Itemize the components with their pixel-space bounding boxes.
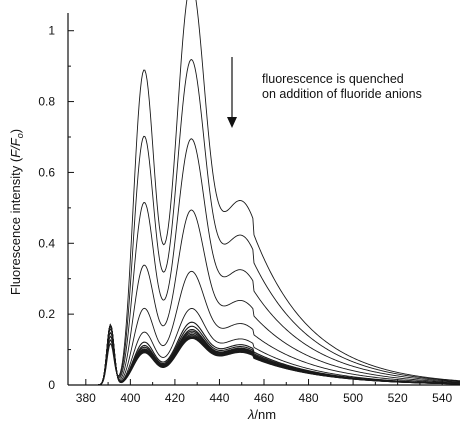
- series-line: [85, 270, 460, 386]
- y-tick-label: 0.8: [38, 95, 55, 109]
- x-tick-label: 500: [343, 391, 363, 405]
- annotation-line-1: fluorescence is quenched: [262, 72, 404, 86]
- x-axis-label: λ/nm: [247, 407, 276, 422]
- y-tick-label: 0.6: [38, 165, 55, 179]
- tick-marks: 380 400 420 440 460 480 500 520 540 0 0.2 0.4 0.6 0.8…: [38, 24, 452, 405]
- series-line: [85, 209, 460, 386]
- x-tick-label: 520: [388, 391, 408, 405]
- series-line: [85, 138, 460, 386]
- down-arrow-icon: [227, 57, 237, 128]
- x-tick-label: 400: [120, 391, 140, 405]
- y-axis-label: Fluorescence intensity (F/Fo): [8, 129, 25, 295]
- y-tick-label: 0.2: [38, 307, 55, 321]
- x-tick-label: 480: [299, 391, 319, 405]
- x-tick-label: 420: [165, 391, 185, 405]
- y-tick-label: 0.4: [38, 236, 55, 250]
- series-line: [85, 59, 460, 386]
- x-tick-label: 440: [209, 391, 229, 405]
- annotation-line-2: on addition of fluoride anions: [262, 87, 422, 101]
- y-tick-label: 0: [48, 378, 55, 392]
- y-tick-label: 1: [48, 24, 55, 38]
- series-curves: [85, 0, 460, 386]
- x-tick-label: 460: [254, 391, 274, 405]
- series-line: [85, 0, 460, 386]
- x-tick-label: 540: [432, 391, 452, 405]
- x-tick-label: 380: [76, 391, 96, 405]
